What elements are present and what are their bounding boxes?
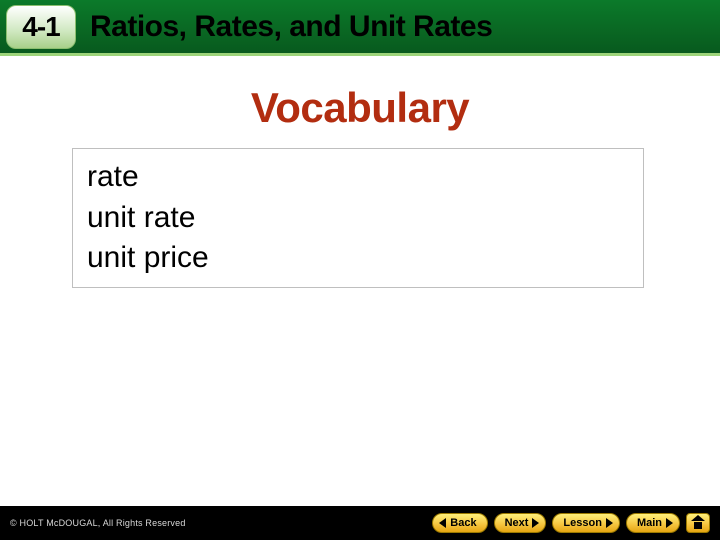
slide: 4-1 Ratios, Rates, and Unit Rates Vocabu… bbox=[0, 0, 720, 540]
vocab-item: unit price bbox=[87, 238, 629, 279]
lesson-button-label: Lesson bbox=[563, 517, 602, 529]
main-button-label: Main bbox=[637, 517, 662, 529]
section-number: 4-1 bbox=[22, 11, 59, 43]
back-button[interactable]: Back bbox=[432, 513, 487, 533]
nav-group: Back Next Lesson Main bbox=[432, 513, 710, 533]
header-bar: 4-1 Ratios, Rates, and Unit Rates bbox=[0, 0, 720, 56]
arrow-right-icon bbox=[606, 518, 613, 528]
next-button[interactable]: Next bbox=[494, 513, 547, 533]
vocabulary-heading: Vocabulary bbox=[0, 84, 720, 132]
main-button[interactable]: Main bbox=[626, 513, 680, 533]
lesson-button[interactable]: Lesson bbox=[552, 513, 620, 533]
section-number-badge: 4-1 bbox=[6, 5, 76, 49]
lesson-title: Ratios, Rates, and Unit Rates bbox=[90, 10, 492, 44]
home-button[interactable] bbox=[686, 513, 710, 533]
arrow-right-icon bbox=[532, 518, 539, 528]
copyright-text: © HOLT McDOUGAL, All Rights Reserved bbox=[10, 518, 186, 528]
vocab-item: rate bbox=[87, 157, 629, 198]
arrow-right-icon bbox=[666, 518, 673, 528]
vocab-item: unit rate bbox=[87, 198, 629, 239]
vocabulary-box: rate unit rate unit price bbox=[72, 148, 644, 288]
footer-bar: © HOLT McDOUGAL, All Rights Reserved Bac… bbox=[0, 506, 720, 540]
back-button-label: Back bbox=[450, 517, 476, 529]
next-button-label: Next bbox=[505, 517, 529, 529]
arrow-left-icon bbox=[439, 518, 446, 528]
home-icon bbox=[691, 517, 705, 529]
